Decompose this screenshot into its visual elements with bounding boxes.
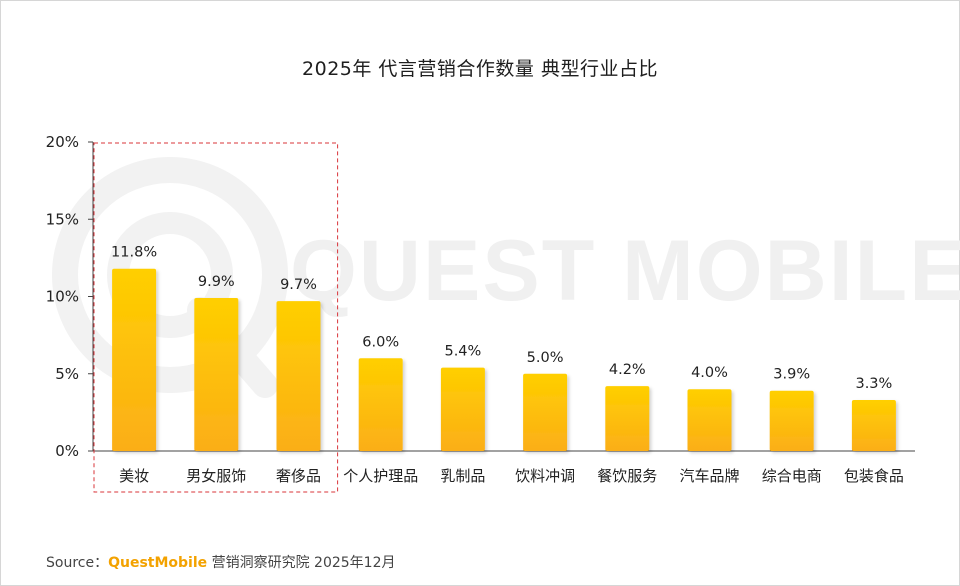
data-label: 6.0% xyxy=(362,334,399,350)
x-tick-label: 汽车品牌 xyxy=(679,467,739,485)
data-label: 9.9% xyxy=(198,274,235,290)
x-tick-label: 美妆 xyxy=(119,467,149,485)
data-label: 9.7% xyxy=(280,277,317,293)
y-tick-label: 15% xyxy=(46,210,79,228)
source-brand: QuestMobile xyxy=(108,555,208,571)
source-suffix: 营销洞察研究院 2025年12月 xyxy=(207,555,396,571)
source-note: Source：QuestMobile 营销洞察研究院 2025年12月 xyxy=(46,552,396,572)
data-label: 11.8% xyxy=(111,245,157,261)
data-label: 3.9% xyxy=(773,367,810,383)
x-tick-label: 饮料冲调 xyxy=(515,467,575,485)
bar xyxy=(769,390,814,451)
x-tick-label: 个人护理品 xyxy=(343,467,418,485)
bar xyxy=(194,298,239,451)
bar xyxy=(851,400,896,451)
data-label: 4.0% xyxy=(691,365,728,381)
x-tick-label: 男女服饰 xyxy=(186,467,246,485)
bar xyxy=(440,367,485,451)
x-tick-label: 奢侈品 xyxy=(276,467,321,485)
bar xyxy=(687,389,732,451)
y-tick-label: 10% xyxy=(46,288,79,306)
y-tick-label: 5% xyxy=(55,365,79,383)
data-label: 3.3% xyxy=(855,376,892,392)
bar xyxy=(276,301,321,451)
bar xyxy=(358,358,403,451)
x-tick-label: 包装食品 xyxy=(844,467,904,485)
x-tick-label: 餐饮服务 xyxy=(597,467,657,485)
bar xyxy=(605,386,650,451)
data-label: 5.4% xyxy=(444,344,481,360)
chart-title: 2025年 代言营销合作数量 典型行业占比 xyxy=(302,58,658,80)
x-tick-label: 乳制品 xyxy=(440,467,485,485)
bar xyxy=(523,373,568,451)
highlight-box xyxy=(93,142,339,493)
y-tick-label: 0% xyxy=(55,442,79,460)
source-prefix: Source： xyxy=(46,555,109,571)
data-label: 5.0% xyxy=(527,350,564,366)
y-tick-label: 20% xyxy=(46,133,79,151)
bar xyxy=(112,268,157,451)
x-tick-label: 综合电商 xyxy=(762,467,822,485)
watermark-text: QUEST MOBILE xyxy=(290,223,960,319)
data-label: 4.2% xyxy=(609,362,646,378)
